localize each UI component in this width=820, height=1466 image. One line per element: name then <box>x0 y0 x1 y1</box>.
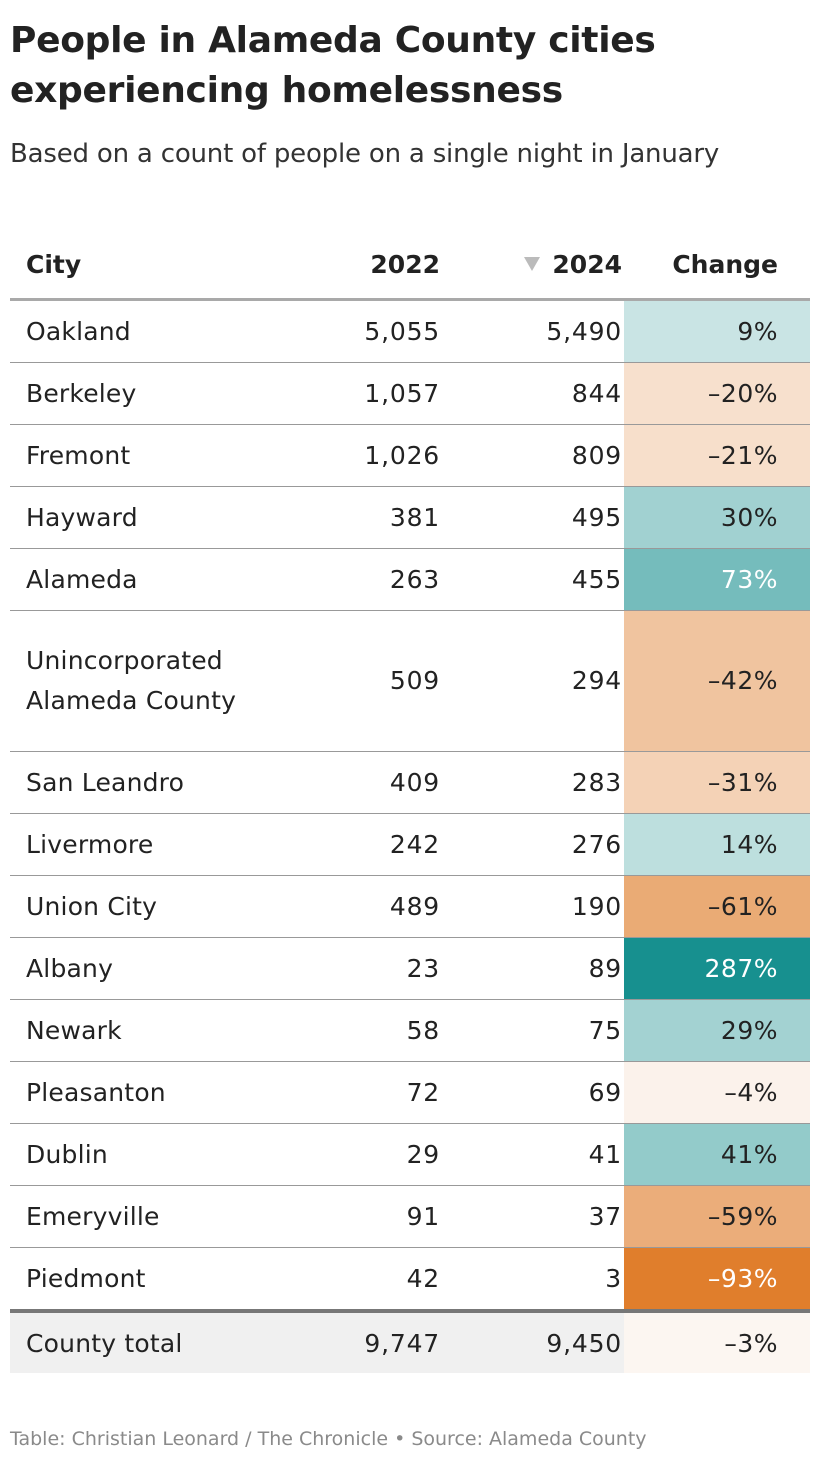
table-row: Emeryville 91 37 –59% <box>10 1185 810 1248</box>
table-row: Union City 489 190 –61% <box>10 875 810 938</box>
value-2022-cell: 242 <box>262 813 442 876</box>
column-header-2024[interactable]: 2024 <box>442 230 624 301</box>
total-change: –3% <box>624 1309 810 1373</box>
value-2022-cell: 1,057 <box>262 362 442 425</box>
table-row: Fremont 1,026 809 –21% <box>10 424 810 487</box>
table-footer: County total 9,747 9,450 –3% <box>10 1309 810 1373</box>
city-cell: Unincorporated Alameda County <box>10 610 262 752</box>
value-2022-cell: 5,055 <box>262 299 442 363</box>
column-header-change[interactable]: Change <box>624 230 810 301</box>
value-2024-cell: 5,490 <box>442 299 624 363</box>
city-cell: Emeryville <box>10 1185 262 1248</box>
change-cell: –61% <box>624 875 810 938</box>
total-2024: 9,450 <box>442 1309 624 1373</box>
value-2022-cell: 42 <box>406 1263 440 1293</box>
value-2024-cell: 37 <box>442 1185 624 1248</box>
value-2022-cell: 72 <box>262 1061 442 1124</box>
table-row: Livermore 242 276 14% <box>10 813 810 876</box>
table-row: Alameda 263 455 73% <box>10 548 810 611</box>
total-row: County total 9,747 9,450 –3% <box>10 1309 810 1373</box>
total-2022: 9,747 <box>262 1309 442 1373</box>
column-header-city-label: City <box>26 249 82 279</box>
value-2022-cell: 1,026 <box>262 424 442 487</box>
change-cell: 29% <box>624 999 810 1062</box>
change-cell: –21% <box>624 424 810 487</box>
table-row: Dublin 29 41 41% <box>10 1123 810 1186</box>
sort-descending-icon <box>524 256 541 271</box>
table-row: Oakland 5,055 5,490 9% <box>10 299 810 363</box>
value-2024-cell: 75 <box>442 999 624 1062</box>
value-2022-cell: 58 <box>262 999 442 1062</box>
city-cell: Union City <box>10 875 262 938</box>
table-header: City 2022 2024 Change <box>10 230 810 301</box>
table-row: Albany 23 89 287% <box>10 937 810 1000</box>
change-cell: 287% <box>624 937 810 1000</box>
city-cell: Albany <box>10 937 262 1000</box>
city-cell: Dublin <box>10 1123 262 1186</box>
table-row: Berkeley 1,057 844 –20% <box>10 362 810 425</box>
value-2022-cell: 29 <box>262 1123 442 1186</box>
column-header-2024-label: 2024 <box>552 249 622 279</box>
table-row: San Leandro 409 283 –31% <box>10 751 810 814</box>
value-2022-cell: 91 <box>262 1185 442 1248</box>
city-cell: Newark <box>10 999 262 1062</box>
value-2024-cell: 41 <box>442 1123 624 1186</box>
change-cell: 14% <box>624 813 810 876</box>
city-cell: Livermore <box>10 813 262 876</box>
city-cell: Piedmont <box>26 1263 146 1293</box>
value-2024-cell: 69 <box>442 1061 624 1124</box>
table-row: Unincorporated Alameda County 509 294 –42% <box>10 610 810 752</box>
city-cell: Hayward <box>10 486 262 549</box>
value-2024-cell: 455 <box>442 548 624 611</box>
change-cell: –4% <box>624 1061 810 1124</box>
change-cell: –42% <box>624 610 810 752</box>
page-subtitle: Based on a count of people on a single n… <box>10 139 720 169</box>
value-2024-cell: 844 <box>442 362 624 425</box>
value-2022-cell: 263 <box>262 548 442 611</box>
city-cell: Oakland <box>10 299 262 363</box>
value-2022-cell: 409 <box>262 751 442 814</box>
change-cell: 73% <box>624 548 810 611</box>
total-label: County total <box>10 1309 262 1373</box>
value-2022-cell: 381 <box>262 486 442 549</box>
table-row: Hayward 381 495 30% <box>10 486 810 549</box>
city-cell: Alameda <box>10 548 262 611</box>
change-cell: –31% <box>624 751 810 814</box>
table-body: Oakland 5,055 5,490 9% Berkeley 1,057 844 –20% F… <box>10 299 810 1311</box>
homelessness-table: City 2022 2024 Change Oakland 5,055 5,490 9… <box>10 230 810 1373</box>
change-cell: –20% <box>624 362 810 425</box>
change-cell: 9% <box>624 299 810 363</box>
value-2022-cell: 489 <box>262 875 442 938</box>
value-2024-cell: 495 <box>442 486 624 549</box>
change-cell: –59% <box>624 1185 810 1248</box>
value-2022-cell: 23 <box>262 937 442 1000</box>
change-cell: 30% <box>624 486 810 549</box>
value-2024-cell: 3 <box>605 1263 622 1293</box>
column-header-change-label: Change <box>672 249 778 279</box>
city-cell: Pleasanton <box>10 1061 262 1124</box>
change-cell: –93% <box>624 1247 810 1311</box>
page-title: People in Alameda County cities experien… <box>10 20 656 111</box>
value-2024-cell: 809 <box>442 424 624 487</box>
value-2024-cell: 89 <box>442 937 624 1000</box>
header-row: City 2022 2024 Change <box>10 230 810 301</box>
source-credit: Table: Christian Leonard / The Chronicle… <box>10 1428 647 1450</box>
value-2022-cell: 509 <box>262 610 442 752</box>
change-cell: 41% <box>624 1123 810 1186</box>
value-2024-cell: 283 <box>442 751 624 814</box>
column-header-city[interactable]: City <box>10 230 262 301</box>
table-row: Newark 58 75 29% <box>10 999 810 1062</box>
column-header-2022-label: 2022 <box>370 249 440 279</box>
city-cell: San Leandro <box>10 751 262 814</box>
city-cell: Fremont <box>10 424 262 487</box>
table-row: Piedmont 42 3 –93% <box>10 1247 810 1311</box>
value-2024-cell: 190 <box>442 875 624 938</box>
column-header-2022[interactable]: 2022 <box>262 230 442 301</box>
value-2024-cell: 276 <box>442 813 624 876</box>
value-2024-cell: 294 <box>442 610 624 752</box>
city-cell: Berkeley <box>10 362 262 425</box>
table-row: Pleasanton 72 69 –4% <box>10 1061 810 1124</box>
